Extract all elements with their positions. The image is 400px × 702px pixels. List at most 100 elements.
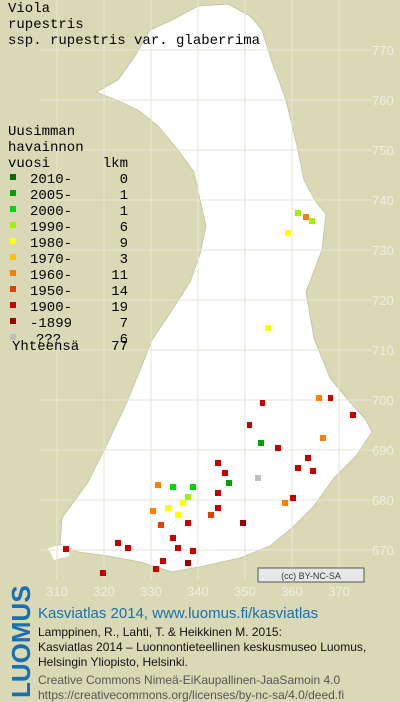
- occurrence: [295, 210, 301, 216]
- legend-col-year: vuosi: [8, 156, 50, 172]
- legend-label: ???: [36, 332, 61, 348]
- legend-label: 1990-: [30, 220, 72, 236]
- occurrence: [328, 395, 333, 401]
- legend-count: 11: [111, 268, 128, 284]
- occurrence: [255, 475, 261, 481]
- legend-label: 1980-: [30, 236, 72, 252]
- occurrence: [290, 495, 296, 501]
- grid: 310 320 330 340 350 360 3707707607507407307207…: [40, 0, 394, 599]
- y-grid-label: 700: [372, 393, 394, 408]
- x-grid-label: 320: [93, 584, 115, 599]
- occurrence: [295, 465, 301, 471]
- occurrence: [215, 490, 221, 496]
- legend-swatch: [10, 222, 16, 228]
- legend-swatch: [10, 302, 16, 308]
- occurrence: [185, 520, 191, 526]
- legend-total-label: Yhteensä: [12, 339, 79, 355]
- y-grid-label: 690: [372, 443, 394, 458]
- occurrence: [150, 508, 156, 514]
- occurrence: [320, 435, 326, 441]
- occurrence: [258, 440, 264, 446]
- y-grid-label: 680: [372, 493, 394, 508]
- y-grid-label: 720: [372, 293, 394, 308]
- occurrence: [100, 570, 106, 576]
- occurrence: [240, 520, 246, 526]
- legend-swatch: [10, 206, 16, 212]
- occurrence: [125, 545, 131, 551]
- occurrence: [185, 560, 191, 566]
- occurrence: [305, 455, 311, 461]
- occurrence: [170, 484, 176, 490]
- legend-label: 2000-: [30, 204, 72, 220]
- y-grid-label: 730: [372, 243, 394, 258]
- footer-title: Kasviatlas 2014, www.luomus.fi/kasviatla…: [38, 605, 318, 622]
- y-grid-label: 750: [372, 143, 394, 158]
- occurrence: [165, 505, 171, 511]
- occurrence: [158, 522, 164, 528]
- license-text: Creative Commons Nimeä-EiKaupallinen-Jaa…: [38, 673, 340, 687]
- occurrence: [190, 548, 196, 554]
- y-grid-label: 740: [372, 193, 394, 208]
- legend-label: 2005-: [30, 188, 72, 204]
- legend: 2010- 0 2005- 1 2000- 1 1990- 6 1980- 9 1970- 3 1960…: [10, 172, 128, 348]
- logo: LUOMUS: [6, 585, 36, 698]
- license-text: https://creativecommons.org/licenses/by-…: [38, 688, 344, 702]
- x-grid-label: 340: [187, 584, 209, 599]
- title-line: ssp. rupestris var. glaberrima: [8, 33, 260, 49]
- occurrence: [63, 546, 69, 552]
- legend-heading: Uusimman: [8, 124, 75, 140]
- occurrence: [175, 512, 181, 518]
- citation: Helsingin Yliopisto, Helsinki.: [38, 655, 188, 669]
- occurrence: [208, 512, 214, 518]
- occurrence: [175, 545, 181, 551]
- occurrence: [265, 325, 271, 331]
- legend-count: 14: [111, 284, 128, 300]
- legend-count: 6: [120, 220, 128, 236]
- y-grid-label: 670: [372, 543, 394, 558]
- legend-total: 77: [111, 339, 128, 355]
- legend-swatch: [10, 270, 16, 276]
- occurrence: [153, 566, 159, 572]
- occurrence: [316, 395, 322, 401]
- legend-swatch: [10, 318, 16, 324]
- occurrence: [247, 422, 252, 428]
- legend-col-count: lkm: [103, 156, 128, 172]
- x-grid-label: 360: [281, 584, 303, 599]
- legend-count: 3: [120, 252, 128, 268]
- occurrence: [180, 500, 186, 506]
- occurrence: [303, 214, 309, 220]
- citation: Kasviatlas 2014 – Luonnontieteellinen ke…: [38, 640, 366, 654]
- legend-swatch: [10, 334, 16, 340]
- occurrence: [215, 505, 221, 511]
- occurrence: [275, 445, 281, 451]
- y-grid-label: 770: [372, 43, 394, 58]
- license-badge-box: [257, 567, 365, 583]
- legend-swatch: [10, 174, 16, 180]
- legend-swatch: [10, 286, 16, 292]
- x-grid-label: 310: [46, 584, 68, 599]
- title-line: rupestris: [8, 17, 84, 33]
- occurrence: [350, 412, 356, 418]
- legend-label: -1899: [30, 316, 72, 332]
- occurrences: [63, 210, 356, 576]
- x-grid-label: 370: [328, 584, 350, 599]
- occurrence: [185, 494, 191, 500]
- occurrence: [155, 482, 161, 488]
- x-grid-label: 350: [234, 584, 256, 599]
- legend-count: 0: [120, 172, 128, 188]
- legend-count: 6: [120, 332, 128, 348]
- occurrence: [115, 540, 121, 546]
- occurrence: [170, 535, 176, 541]
- occurrence: [215, 460, 221, 466]
- legend-count: 7: [120, 316, 128, 332]
- legend-label: 1970-: [30, 252, 72, 268]
- legend-label: 2010-: [30, 172, 72, 188]
- legend-count: 1: [120, 188, 128, 204]
- license-badge: (cc) BY-NC-SA: [281, 571, 341, 581]
- legend-heading: havainnon: [8, 140, 84, 156]
- occurrence: [190, 484, 196, 490]
- legend-count: 19: [111, 300, 128, 316]
- occurrence: [285, 230, 291, 236]
- citation: Lamppinen, R., Lahti, T. & Heikkinen M. …: [38, 625, 282, 639]
